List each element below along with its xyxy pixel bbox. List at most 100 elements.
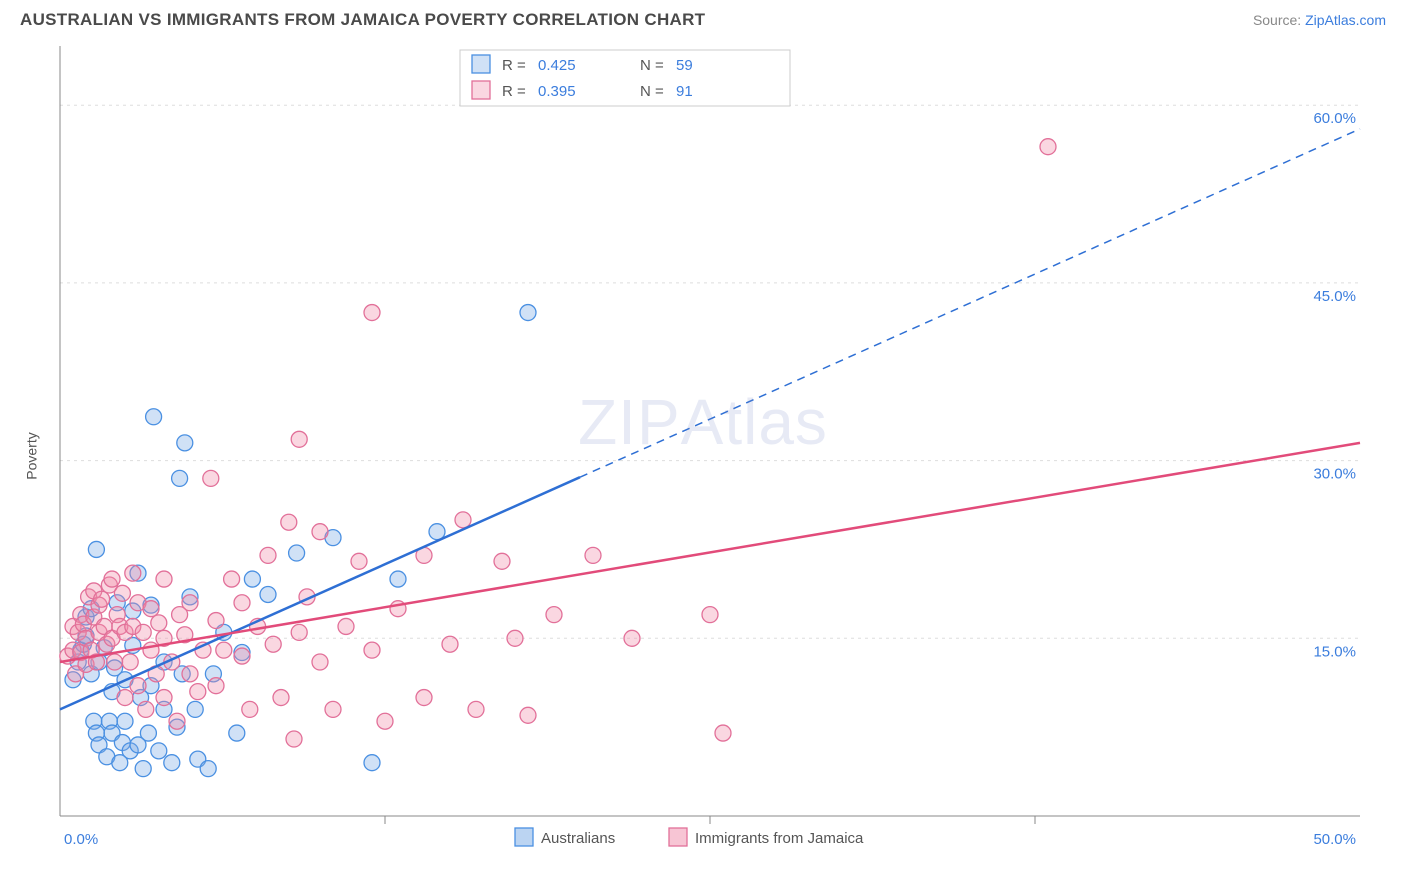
scatter-point	[338, 618, 354, 634]
scatter-point	[520, 305, 536, 321]
regression-line	[60, 477, 580, 709]
svg-text:N =: N =	[640, 83, 664, 100]
scatter-point	[172, 470, 188, 486]
svg-text:0.0%: 0.0%	[64, 831, 98, 848]
svg-text:R =: R =	[502, 57, 526, 74]
svg-text:60.0%: 60.0%	[1313, 110, 1356, 127]
scatter-point	[715, 725, 731, 741]
scatter-point	[234, 648, 250, 664]
scatter-point	[273, 690, 289, 706]
scatter-point	[229, 725, 245, 741]
scatter-point	[281, 514, 297, 530]
scatter-point	[117, 690, 133, 706]
scatter-point	[291, 431, 307, 447]
scatter-point	[187, 701, 203, 717]
legend-swatch	[669, 828, 687, 846]
scatter-point	[146, 409, 162, 425]
scatter-point	[216, 642, 232, 658]
scatter-point	[164, 755, 180, 771]
scatter-point	[208, 613, 224, 629]
source-link[interactable]: ZipAtlas.com	[1305, 12, 1386, 28]
svg-text:45.0%: 45.0%	[1313, 288, 1356, 305]
scatter-point	[122, 654, 138, 670]
svg-text:0.425: 0.425	[538, 57, 576, 74]
scatter-point	[494, 553, 510, 569]
scatter-point	[260, 586, 276, 602]
svg-text:0.395: 0.395	[538, 83, 576, 100]
scatter-point	[135, 624, 151, 640]
scatter-point	[244, 571, 260, 587]
scatter-point	[390, 571, 406, 587]
scatter-point	[104, 571, 120, 587]
scatter-point	[200, 761, 216, 777]
scatter-point	[203, 470, 219, 486]
svg-text:N =: N =	[640, 57, 664, 74]
scatter-point	[507, 630, 523, 646]
scatter-point	[169, 713, 185, 729]
scatter-point	[234, 595, 250, 611]
scatter-point	[151, 743, 167, 759]
svg-text:91: 91	[676, 83, 693, 100]
svg-text:15.0%: 15.0%	[1313, 643, 1356, 660]
scatter-point	[156, 690, 172, 706]
scatter-point	[351, 553, 367, 569]
scatter-point	[130, 678, 146, 694]
scatter-point	[1040, 139, 1056, 155]
legend-label: Immigrants from Jamaica	[695, 830, 864, 847]
scatter-point	[289, 545, 305, 561]
scatter-chart: 15.0%30.0%45.0%60.0%0.0%50.0%R =0.425N =…	[0, 36, 1406, 876]
regression-line-dashed	[580, 129, 1360, 477]
scatter-point	[455, 512, 471, 528]
source-prefix: Source:	[1253, 12, 1305, 28]
scatter-point	[107, 654, 123, 670]
svg-text:59: 59	[676, 57, 693, 74]
scatter-point	[312, 524, 328, 540]
scatter-point	[585, 547, 601, 563]
scatter-point	[364, 755, 380, 771]
scatter-point	[94, 591, 110, 607]
scatter-point	[546, 607, 562, 623]
scatter-point	[364, 642, 380, 658]
scatter-point	[291, 624, 307, 640]
scatter-point	[364, 305, 380, 321]
scatter-point	[135, 761, 151, 777]
scatter-point	[242, 701, 258, 717]
chart-title: AUSTRALIAN VS IMMIGRANTS FROM JAMAICA PO…	[20, 10, 705, 30]
scatter-point	[624, 630, 640, 646]
scatter-point	[125, 565, 141, 581]
svg-text:30.0%: 30.0%	[1313, 466, 1356, 483]
scatter-point	[520, 707, 536, 723]
scatter-point	[182, 595, 198, 611]
scatter-point	[208, 678, 224, 694]
scatter-point	[224, 571, 240, 587]
scatter-point	[88, 541, 104, 557]
svg-text:R =: R =	[502, 83, 526, 100]
scatter-point	[265, 636, 281, 652]
scatter-point	[151, 615, 167, 631]
scatter-point	[140, 725, 156, 741]
scatter-point	[312, 654, 328, 670]
scatter-point	[114, 585, 130, 601]
y-axis-label: Poverty	[24, 432, 40, 479]
chart-container: Poverty ZIPAtlas 15.0%30.0%45.0%60.0%0.0…	[0, 36, 1406, 876]
chart-header: AUSTRALIAN VS IMMIGRANTS FROM JAMAICA PO…	[0, 0, 1406, 36]
legend-swatch	[515, 828, 533, 846]
scatter-point	[468, 701, 484, 717]
scatter-point	[702, 607, 718, 623]
scatter-point	[177, 435, 193, 451]
scatter-point	[416, 690, 432, 706]
scatter-point	[260, 547, 276, 563]
chart-source: Source: ZipAtlas.com	[1253, 12, 1386, 28]
scatter-point	[442, 636, 458, 652]
scatter-point	[182, 666, 198, 682]
scatter-point	[286, 731, 302, 747]
scatter-point	[138, 701, 154, 717]
scatter-point	[190, 684, 206, 700]
scatter-point	[377, 713, 393, 729]
scatter-point	[117, 713, 133, 729]
legend-label: Australians	[541, 830, 615, 847]
scatter-point	[325, 701, 341, 717]
scatter-point	[143, 601, 159, 617]
regression-line	[60, 443, 1360, 662]
scatter-point	[156, 571, 172, 587]
